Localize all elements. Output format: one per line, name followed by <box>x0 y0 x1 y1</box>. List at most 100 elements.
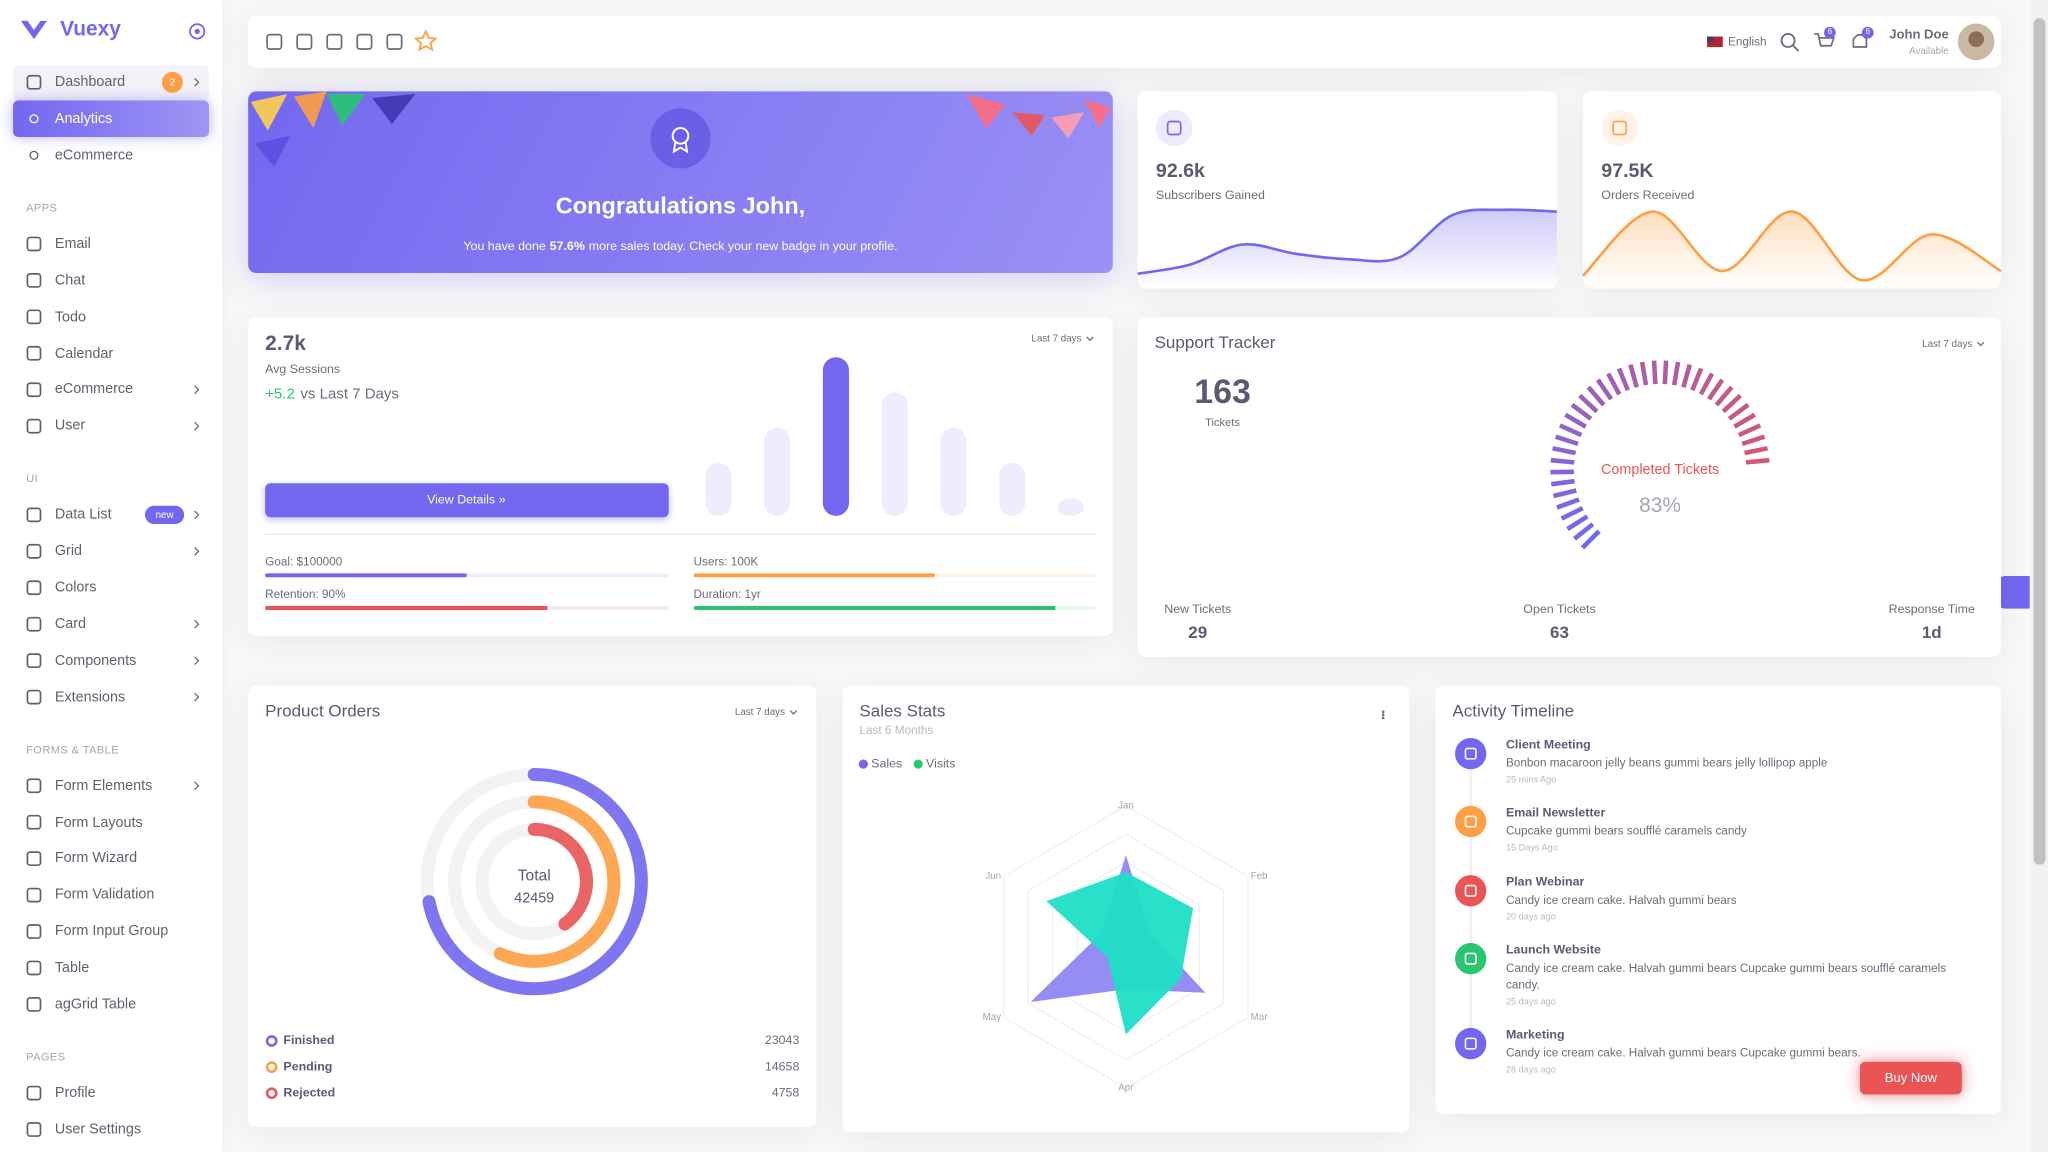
card-title: Sales Stats <box>859 700 946 721</box>
tickets-total: 163 <box>1194 371 1251 411</box>
menu-item[interactable]: Form Wizard <box>54 850 138 867</box>
settings-button[interactable] <box>1998 575 2030 609</box>
order-value: 4758 <box>771 1086 800 1101</box>
section-title: PAGES <box>26 1049 66 1064</box>
menu-item[interactable]: Components <box>54 652 137 669</box>
total-label: Total <box>517 865 551 885</box>
timeline-title: Launch Website <box>1505 943 1601 958</box>
ticket-stat-value: 63 <box>1550 622 1569 642</box>
timeline-time: 25 days ago <box>1505 997 1556 1008</box>
menu-item[interactable]: eCommerce <box>54 147 134 164</box>
menu-item[interactable]: Calendar <box>54 345 114 362</box>
congrats-text: You have done 57.6% more sales today. Chec… <box>463 240 897 254</box>
ticket-stat-value: 1d <box>1921 622 1942 642</box>
menu-item[interactable]: eCommerce <box>54 381 134 398</box>
menu-item[interactable]: User Settings <box>54 1121 142 1138</box>
stat-value: 92.6k <box>1155 159 1205 183</box>
menu-item[interactable]: Grid <box>54 543 82 560</box>
sessions-change-text: vs Last 7 Days <box>300 386 399 403</box>
cart-badge: 6 <box>1827 28 1833 37</box>
menu-item[interactable]: Todo <box>54 309 87 325</box>
menu-item[interactable]: Form Elements <box>54 777 153 794</box>
menu-item[interactable]: Form Input Group <box>54 923 169 940</box>
sales-stats-card <box>842 685 1410 1133</box>
congrats-text-part: 57.6% <box>549 239 585 255</box>
ticket-stat-label: New Tickets <box>1164 602 1232 618</box>
congrats-text-part: You have done <box>463 239 546 255</box>
menu-item[interactable]: Extensions <box>54 689 126 705</box>
sessions-card <box>248 317 1113 637</box>
menu-item[interactable]: Colors <box>54 579 97 596</box>
timeline-time: 28 days ago <box>1505 1065 1556 1075</box>
menu-item[interactable]: Form Layouts <box>54 814 143 831</box>
section-title: UI <box>26 471 39 485</box>
menu-item[interactable]: Analytics <box>54 110 113 127</box>
badge: 2 <box>169 76 176 89</box>
timeline-time: 20 days ago <box>1505 912 1556 923</box>
view-details-button[interactable] <box>265 483 669 518</box>
user-status: Available <box>1909 45 1949 57</box>
timeline-text: Bonbon macaroon jelly beans gummi bears … <box>1505 756 1828 770</box>
user-name: John Doe <box>1889 28 1949 43</box>
legend-label: Rejected <box>283 1086 336 1101</box>
section-title: APPS <box>26 200 58 214</box>
legend-label: Pending <box>283 1059 333 1075</box>
card-subtitle: Last 6 Months <box>859 723 934 737</box>
menu-item[interactable]: Dashboard <box>54 74 126 91</box>
menu-item[interactable]: Data List <box>54 507 112 523</box>
total-value: 42459 <box>514 890 555 907</box>
ticket-stat-label: Response Time <box>1888 602 1975 618</box>
sessions-label: Avg Sessions <box>265 362 341 377</box>
stat-label: Subscribers Gained <box>1155 188 1265 204</box>
stat-label: Orders Received <box>1601 188 1695 204</box>
menu-item[interactable]: Card <box>54 616 86 633</box>
buy-now-button[interactable] <box>1859 1061 1962 1095</box>
legend-label: Visits <box>926 756 956 772</box>
buy-now-label: Buy Now <box>1884 1071 1937 1086</box>
progress-label: Goal: $100000 <box>265 555 343 569</box>
sessions-value: 2.7k <box>265 333 306 356</box>
card-title: Support Tracker <box>1154 332 1276 352</box>
bell-badge: 6 <box>1865 28 1870 37</box>
progress-label: Retention: 90% <box>265 587 346 601</box>
sessions-change: +5.2 <box>265 386 295 403</box>
card-title: Product Orders <box>265 700 381 721</box>
timeline-title: Marketing <box>1505 1027 1565 1043</box>
menu-item[interactable]: agGrid Table <box>54 996 137 1013</box>
menu-item[interactable]: Email <box>54 236 91 252</box>
timeline-title: Plan Webinar <box>1505 875 1585 890</box>
order-value: 14658 <box>764 1059 800 1075</box>
language: English <box>1727 35 1767 49</box>
gauge-value: 83% <box>1639 495 1681 518</box>
menu-item[interactable]: Form Validation <box>54 887 155 903</box>
card-title: Activity Timeline <box>1452 700 1575 721</box>
order-value: 23043 <box>764 1033 800 1049</box>
menu-item[interactable]: Chat <box>54 272 86 289</box>
tickets-label: Tickets <box>1205 415 1240 429</box>
congrats-title: Congratulations John, <box>555 192 806 219</box>
ticket-stat-label: Open Tickets <box>1523 602 1596 618</box>
timeline-title: Email Newsletter <box>1505 805 1606 821</box>
ticket-stat-value: 29 <box>1188 622 1208 642</box>
stat-value: 97.5K <box>1601 159 1654 183</box>
view-details-label: View Details » <box>427 493 506 508</box>
menu-item[interactable]: Profile <box>54 1085 96 1101</box>
menu-item[interactable]: Table <box>54 960 90 976</box>
timeline-item: Plan Webinar Candy ice cream cake. Halvah… <box>1506 874 1976 926</box>
timeline-item: Client Meeting Bonbon macaroon jelly bean… <box>1506 737 1976 789</box>
brand-name: Vuexy <box>60 18 121 41</box>
activity-card <box>1435 685 2001 1115</box>
legend-label: Sales <box>871 756 903 772</box>
timeline-title: Client Meeting <box>1505 737 1591 753</box>
range-selector[interactable]: Last 7 days <box>734 705 785 718</box>
timeline-time: 25 mins Ago <box>1505 775 1557 785</box>
timeline-text: Cupcake gummi bears soufflé caramels can… <box>1505 824 1747 838</box>
gauge-label: Completed Tickets <box>1600 462 1720 479</box>
range-selector[interactable]: Last 7 days <box>1031 332 1082 345</box>
menu-item[interactable]: User <box>54 418 86 435</box>
timeline-time: 15 Days Ago <box>1505 843 1558 853</box>
progress-label: Duration: 1yr <box>693 587 761 601</box>
range-selector[interactable]: Last 7 days <box>1922 337 1973 350</box>
